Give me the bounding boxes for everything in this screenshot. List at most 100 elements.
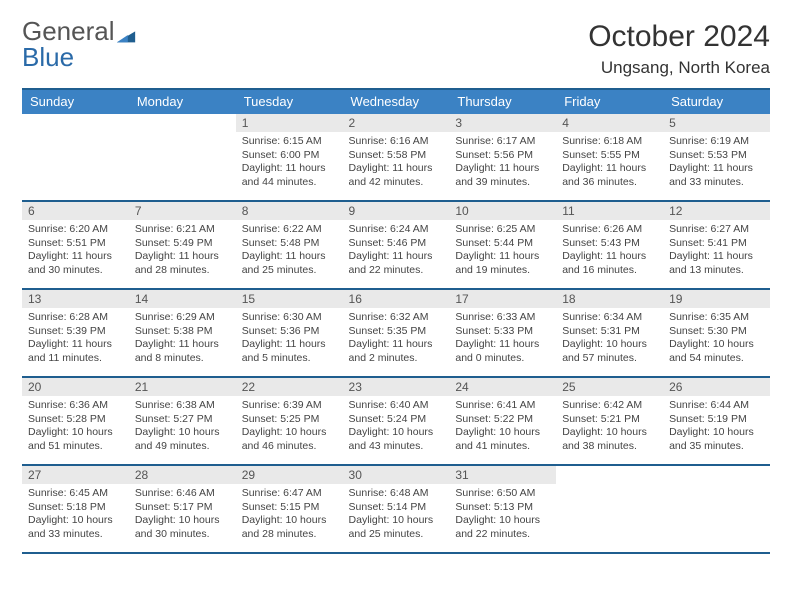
sunset-line: Sunset: 5:17 PM	[135, 501, 232, 515]
sunrise-line: Sunrise: 6:20 AM	[28, 223, 125, 237]
day-number: 4	[556, 114, 663, 132]
daylight-line: Daylight: 10 hours and 28 minutes.	[242, 514, 339, 541]
calendar-week: 1Sunrise: 6:15 AMSunset: 6:00 PMDaylight…	[22, 114, 770, 201]
sunrise-line: Sunrise: 6:39 AM	[242, 399, 339, 413]
sunset-line: Sunset: 5:15 PM	[242, 501, 339, 515]
day-details: Sunrise: 6:36 AMSunset: 5:28 PMDaylight:…	[22, 396, 129, 457]
sunset-line: Sunset: 5:55 PM	[562, 149, 659, 163]
weekday-header: Thursday	[449, 89, 556, 114]
daylight-line: Daylight: 11 hours and 0 minutes.	[455, 338, 552, 365]
day-number: 18	[556, 290, 663, 308]
day-details: Sunrise: 6:28 AMSunset: 5:39 PMDaylight:…	[22, 308, 129, 369]
sunset-line: Sunset: 5:24 PM	[349, 413, 446, 427]
sunset-line: Sunset: 5:30 PM	[669, 325, 766, 339]
day-details: Sunrise: 6:48 AMSunset: 5:14 PMDaylight:…	[343, 484, 450, 545]
calendar-day-cell: 22Sunrise: 6:39 AMSunset: 5:25 PMDayligh…	[236, 377, 343, 465]
calendar-week: 20Sunrise: 6:36 AMSunset: 5:28 PMDayligh…	[22, 377, 770, 465]
day-number: 7	[129, 202, 236, 220]
sunset-line: Sunset: 6:00 PM	[242, 149, 339, 163]
day-details: Sunrise: 6:22 AMSunset: 5:48 PMDaylight:…	[236, 220, 343, 281]
calendar-week: 13Sunrise: 6:28 AMSunset: 5:39 PMDayligh…	[22, 289, 770, 377]
daylight-line: Daylight: 11 hours and 28 minutes.	[135, 250, 232, 277]
day-number: 16	[343, 290, 450, 308]
sunrise-line: Sunrise: 6:50 AM	[455, 487, 552, 501]
calendar-day-cell: 20Sunrise: 6:36 AMSunset: 5:28 PMDayligh…	[22, 377, 129, 465]
sunset-line: Sunset: 5:49 PM	[135, 237, 232, 251]
day-number: 21	[129, 378, 236, 396]
calendar-day-cell: 4Sunrise: 6:18 AMSunset: 5:55 PMDaylight…	[556, 114, 663, 201]
calendar-day-cell: 24Sunrise: 6:41 AMSunset: 5:22 PMDayligh…	[449, 377, 556, 465]
calendar-day-cell: 14Sunrise: 6:29 AMSunset: 5:38 PMDayligh…	[129, 289, 236, 377]
calendar-day-cell: 18Sunrise: 6:34 AMSunset: 5:31 PMDayligh…	[556, 289, 663, 377]
calendar-day-cell: 2Sunrise: 6:16 AMSunset: 5:58 PMDaylight…	[343, 114, 450, 201]
day-details: Sunrise: 6:32 AMSunset: 5:35 PMDaylight:…	[343, 308, 450, 369]
daylight-line: Daylight: 11 hours and 22 minutes.	[349, 250, 446, 277]
daylight-line: Daylight: 10 hours and 49 minutes.	[135, 426, 232, 453]
day-number: 10	[449, 202, 556, 220]
calendar-empty-cell	[22, 114, 129, 201]
day-number: 31	[449, 466, 556, 484]
calendar-day-cell: 5Sunrise: 6:19 AMSunset: 5:53 PMDaylight…	[663, 114, 770, 201]
sunset-line: Sunset: 5:53 PM	[669, 149, 766, 163]
calendar-week: 27 Sunrise: 6:45 AMSunset: 5:18 PM Dayligh…	[22, 465, 770, 553]
sunrise-line: Sunrise: 6:30 AM	[242, 311, 339, 325]
daylight-line: Daylight: 10 hours and 25 minutes.	[349, 514, 446, 541]
day-number: 12	[663, 202, 770, 220]
weekday-header: Friday	[556, 89, 663, 114]
sunrise-line: Sunrise: 6:45 AM	[28, 487, 125, 501]
day-details: Sunrise: 6:18 AMSunset: 5:55 PMDaylight:…	[556, 132, 663, 193]
daylight-line: Daylight: 11 hours and 33 minutes.	[669, 162, 766, 189]
day-details: Sunrise: 6:41 AMSunset: 5:22 PMDaylight:…	[449, 396, 556, 457]
weekday-header: Wednesday	[343, 89, 450, 114]
day-number: 27	[22, 466, 129, 484]
sunrise-line: Sunrise: 6:25 AM	[455, 223, 552, 237]
day-details: Sunrise: 6:35 AMSunset: 5:30 PMDaylight:…	[663, 308, 770, 369]
sunset-line: Sunset: 5:33 PM	[455, 325, 552, 339]
day-number: 24	[449, 378, 556, 396]
day-details: Sunrise: 6:42 AMSunset: 5:21 PMDaylight:…	[556, 396, 663, 457]
sunset-line: Sunset: 5:36 PM	[242, 325, 339, 339]
day-details: Sunrise: 6:20 AMSunset: 5:51 PMDaylight:…	[22, 220, 129, 281]
day-number: 15	[236, 290, 343, 308]
sunset-line: Sunset: 5:21 PM	[562, 413, 659, 427]
sunset-line: Sunset: 5:18 PM	[28, 501, 125, 515]
day-number: 19	[663, 290, 770, 308]
sunrise-line: Sunrise: 6:35 AM	[669, 311, 766, 325]
sunset-line: Sunset: 5:25 PM	[242, 413, 339, 427]
day-number: 5	[663, 114, 770, 132]
sunrise-line: Sunrise: 6:44 AM	[669, 399, 766, 413]
calendar-empty-cell	[556, 465, 663, 553]
daylight-line: Daylight: 11 hours and 30 minutes.	[28, 250, 125, 277]
calendar-day-cell: 30Sunrise: 6:48 AMSunset: 5:14 PMDayligh…	[343, 465, 450, 553]
sunset-line: Sunset: 5:31 PM	[562, 325, 659, 339]
calendar-day-cell: 27Sunrise: 6:45 AMSunset: 5:18 PMDayligh…	[22, 465, 129, 553]
daylight-line: Daylight: 11 hours and 5 minutes.	[242, 338, 339, 365]
sunrise-line: Sunrise: 6:47 AM	[242, 487, 339, 501]
calendar-day-cell: 28Sunrise: 6:46 AMSunset: 5:17 PMDayligh…	[129, 465, 236, 553]
sunrise-line: Sunrise: 6:15 AM	[242, 135, 339, 149]
sunset-line: Sunset: 5:28 PM	[28, 413, 125, 427]
day-details: Sunrise: 6:39 AMSunset: 5:25 PMDaylight:…	[236, 396, 343, 457]
day-details: Sunrise: 6:47 AMSunset: 5:15 PMDaylight:…	[236, 484, 343, 545]
sunset-line: Sunset: 5:22 PM	[455, 413, 552, 427]
calendar-day-cell: 1Sunrise: 6:15 AMSunset: 6:00 PMDaylight…	[236, 114, 343, 201]
sunset-line: Sunset: 5:51 PM	[28, 237, 125, 251]
calendar-day-cell: 3Sunrise: 6:17 AMSunset: 5:56 PMDaylight…	[449, 114, 556, 201]
daylight-line: Daylight: 10 hours and 38 minutes.	[562, 426, 659, 453]
sunrise-line: Sunrise: 6:36 AM	[28, 399, 125, 413]
day-number: 6	[22, 202, 129, 220]
daylight-line: Daylight: 10 hours and 30 minutes.	[135, 514, 232, 541]
day-details: Sunrise: 6:21 AMSunset: 5:49 PMDaylight:…	[129, 220, 236, 281]
day-number: 30	[343, 466, 450, 484]
day-number: 3	[449, 114, 556, 132]
weekday-header: Tuesday	[236, 89, 343, 114]
daylight-line: Daylight: 11 hours and 16 minutes.	[562, 250, 659, 277]
daylight-line: Daylight: 10 hours and 35 minutes.	[669, 426, 766, 453]
calendar-week: 6Sunrise: 6:20 AMSunset: 5:51 PMDaylight…	[22, 201, 770, 289]
sunrise-line: Sunrise: 6:27 AM	[669, 223, 766, 237]
day-details: Sunrise: 6:29 AMSunset: 5:38 PMDaylight:…	[129, 308, 236, 369]
calendar-day-cell: 29Sunrise: 6:47 AMSunset: 5:15 PMDayligh…	[236, 465, 343, 553]
day-number: 23	[343, 378, 450, 396]
daylight-line: Daylight: 10 hours and 46 minutes.	[242, 426, 339, 453]
logo-line2: Blue	[22, 44, 115, 70]
